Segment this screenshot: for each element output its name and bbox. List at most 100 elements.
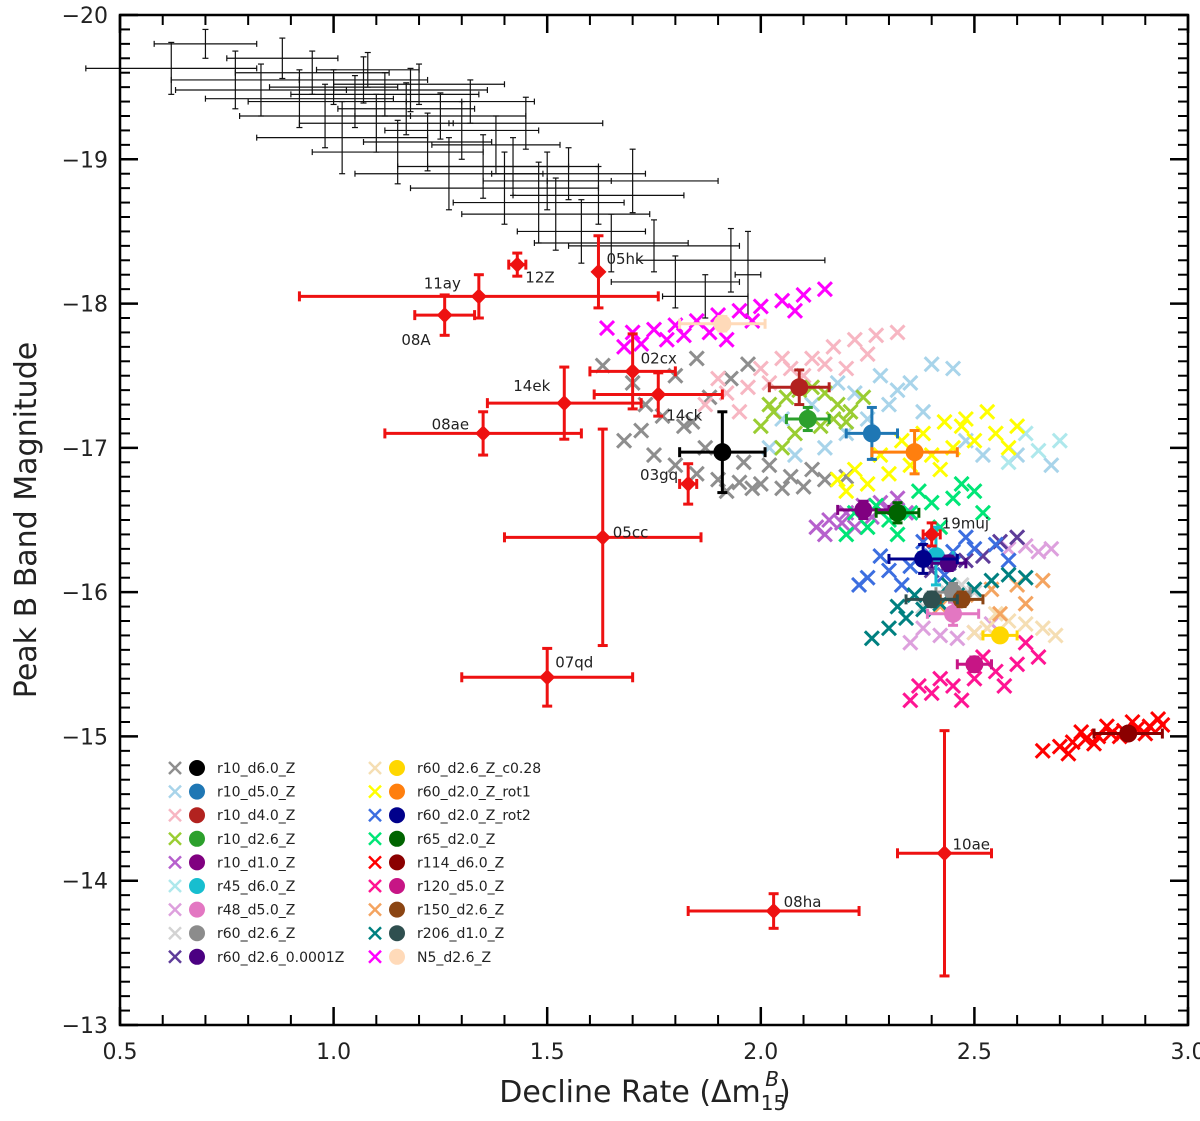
model-cross-13-3 [1077, 731, 1094, 748]
legend-cross-r150_d2.6_Z [368, 902, 382, 917]
model-cross-2-11 [752, 360, 769, 377]
model-cross-9-0 [966, 624, 983, 641]
model-cross-16-0 [863, 630, 880, 647]
normal-sn-9 [256, 100, 429, 175]
model-cross-10-17 [1000, 439, 1017, 456]
x-tick-label: 3.0 [1171, 1040, 1200, 1065]
model-cross-13-17 [1150, 711, 1167, 728]
model-N5_d2.6_Z-mean [713, 314, 732, 333]
x-axis-title: Decline Rate (Δm15B) [499, 1067, 790, 1115]
legend-label-r60_d2.6_0.0001Z: r60_d2.6_0.0001Z [217, 950, 344, 966]
x-tick-label: 1.5 [530, 1040, 565, 1065]
x-axis-title-sub: 15 [761, 1091, 786, 1115]
model-cross-16-9 [1017, 569, 1034, 586]
model-cross-15-5 [991, 605, 1009, 622]
model-cross-1-5 [880, 396, 898, 413]
legend-label-r150_d2.6_Z: r150_d2.6_Z [417, 903, 504, 919]
model-cross-10-18 [932, 461, 949, 478]
y-tick-label: −20 [62, 4, 108, 29]
model-cross-0-22 [701, 389, 718, 406]
model-r120_d5.0_Z-crosses [902, 634, 1047, 709]
model-cross-4-6 [833, 514, 851, 531]
legend-label-r60_d2.6_Z_c0.28: r60_d2.6_Z_c0.28 [417, 761, 541, 777]
model-cross-16-2 [897, 610, 915, 627]
model-cross-5-1 [1030, 442, 1047, 459]
legend-cross-r10_d4.0_Z [168, 808, 182, 823]
model-r10_d4.0_Z-mean [790, 378, 809, 397]
legend-entry-r60_d2.6_Z_c0.28: r60_d2.6_Z_c0.28 [368, 760, 541, 777]
sn-label-02cx: 02cx [641, 349, 677, 367]
legend-dot-r60_d2.6_Z_c0.28 [389, 760, 405, 776]
model-cross-1-2 [816, 439, 833, 456]
model-cross-0-23 [722, 370, 739, 387]
sn-label-08ha: 08ha [784, 893, 822, 911]
y-tick-label: −15 [62, 725, 108, 750]
model-cross-3-0 [752, 418, 769, 435]
legend-label-r60_d2.0_Z_rot1: r60_d2.0_Z_rot1 [417, 785, 531, 801]
normal-sn-21 [405, 79, 535, 124]
model-cross-1-9 [872, 367, 889, 384]
model-cross-10-4 [923, 447, 940, 464]
normal-sn-15 [337, 82, 476, 136]
model-cross-17-8 [774, 292, 791, 309]
model-cross-16-8 [1000, 566, 1017, 583]
x-tick-label: 0.5 [103, 1040, 138, 1065]
legend-label-r10_d4.0_Z: r10_d4.0_Z [217, 808, 295, 824]
model-cross-10-16 [829, 471, 846, 488]
legend-label-r10_d5.0_Z: r10_d5.0_Z [217, 785, 295, 801]
model-cross-1-12 [846, 384, 863, 402]
normal-sn-31 [516, 199, 647, 264]
model-cross-1-14 [915, 403, 932, 420]
normal-sn-25 [426, 137, 600, 196]
legend-dot-r150_d2.6_Z [389, 901, 405, 918]
model-cross-17-4 [688, 312, 705, 329]
model-cross-2-8 [868, 327, 885, 344]
sn-14ck-marker [650, 386, 667, 403]
model-cross-6-1 [932, 627, 949, 644]
model-cross-13-11 [1085, 735, 1103, 752]
legend-entry-r48_d5.0_Z: r48_d5.0_Z [168, 901, 295, 919]
model-cross-0-10 [774, 480, 791, 497]
legend-dot-r10_d4.0_Z [189, 807, 205, 824]
sn-label-11ay: 11ay [424, 274, 461, 292]
model-cross-3-1 [765, 403, 782, 420]
marks-layer: 12Z 05hk 11ay 08A 02cx 14ek 14ck 08ae 03gq 05cc 19… [85, 28, 1171, 978]
legend-cross-r48_d5.0_Z [168, 902, 182, 917]
legend-dot-r48_d5.0_Z [189, 901, 205, 918]
model-cross-14-5 [1009, 656, 1026, 673]
model-cross-17-7 [752, 298, 769, 315]
model-cross-10-11 [915, 425, 932, 442]
legend-label-r120_d5.0_Z: r120_d5.0_Z [417, 879, 504, 895]
legend-dot-r65_d2.0_Z [389, 830, 405, 847]
legend-dot-r10_d1.0_Z [189, 854, 205, 871]
model-cross-10-12 [936, 413, 953, 430]
model-cross-14-1 [923, 685, 940, 702]
model-cross-0-24 [739, 356, 757, 373]
legend-dot-r10_d6.0_Z [189, 760, 205, 776]
model-r10_d5.0_Z-mean [862, 424, 881, 443]
model-cross-17-2 [645, 321, 663, 338]
model-r60_d2.0_Z_rot1-crosses [829, 403, 1026, 500]
legend-label-r10_d1.0_Z: r10_d1.0_Z [217, 855, 295, 871]
legend-label-r206_d1.0_Z: r206_d1.0_Z [417, 926, 504, 942]
legend-cross-r10_d1.0_Z [168, 855, 182, 870]
model-cross-17-17 [616, 338, 633, 355]
legend-label-r48_d5.0_Z: r48_d5.0_Z [217, 903, 295, 919]
model-cross-0-16 [735, 454, 752, 471]
model-cross-2-5 [804, 350, 821, 367]
model-cross-5-0 [1051, 432, 1068, 449]
legend-dot-r120_d5.0_Z [389, 878, 405, 894]
model-cross-10-1 [859, 475, 876, 492]
model-cross-1-6 [902, 374, 919, 391]
model-cross-0-3 [616, 432, 633, 449]
x-tick-label: 1.0 [316, 1040, 351, 1065]
model-cross-2-9 [889, 324, 906, 341]
normal-sn-24 [409, 151, 600, 225]
legend-cross-r60_d2.6_0.0001Z [168, 949, 182, 964]
model-N5_d2.6_Z-crosses [598, 281, 833, 355]
legend-entry-r10_d4.0_Z: r10_d4.0_Z [168, 807, 295, 824]
normal-sn-26 [448, 96, 604, 150]
model-cross-10-14 [979, 403, 996, 420]
model-cross-12-11 [889, 526, 906, 543]
model-cross-1-10 [829, 374, 846, 391]
